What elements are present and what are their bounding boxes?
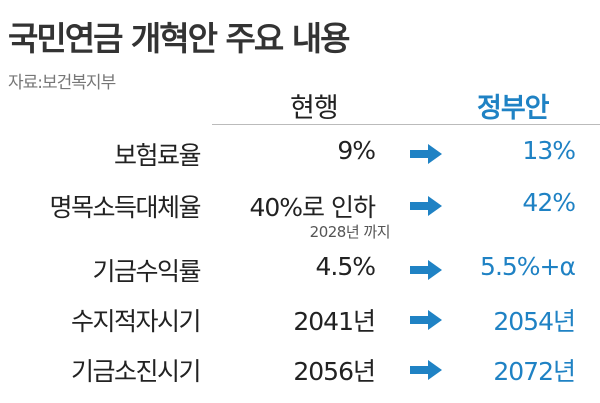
arrow [410, 196, 442, 216]
current-value: 4.5% [315, 252, 376, 281]
proposal-value: 2054년 [493, 307, 576, 336]
arrow [410, 310, 442, 330]
row-label: 보험료율 [113, 141, 202, 170]
source: 자료:보건복지부 [8, 73, 116, 93]
arrow [410, 260, 442, 280]
proposal-value: 13% [522, 136, 576, 165]
current-value: 2041년 [293, 307, 376, 336]
header-rule [212, 124, 600, 125]
current-value: 9% [337, 136, 376, 165]
proposal-value: 5.5%+α [480, 252, 576, 281]
title: 국민연금 개혁안 주요 내용 [8, 19, 350, 58]
arrow [410, 360, 442, 380]
row-label: 명목소득대체율 [49, 193, 201, 222]
proposal-value: 2072년 [493, 357, 576, 386]
arrow [410, 144, 442, 164]
row-label: 기금소진시기 [70, 357, 202, 386]
column-header: 현행 [290, 93, 339, 124]
current-value: 2056년 [293, 357, 376, 386]
note: 2028년 까지 [309, 223, 391, 241]
row-label: 기금수익률 [92, 257, 201, 286]
column-header: 정부안 [477, 93, 550, 124]
current-value: 40%로 인하 [249, 193, 376, 222]
proposal-value: 42% [522, 188, 576, 217]
row-label: 수지적자시기 [70, 307, 202, 336]
